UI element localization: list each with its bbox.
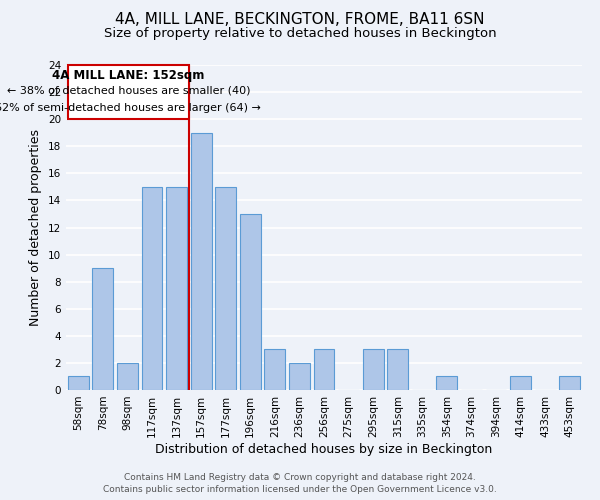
Bar: [265, 350, 286, 390]
Bar: [510, 376, 531, 390]
Bar: [436, 376, 457, 390]
Bar: [240, 214, 261, 390]
Bar: [215, 187, 236, 390]
Y-axis label: Number of detached properties: Number of detached properties: [29, 129, 43, 326]
Bar: [68, 376, 89, 390]
Text: 62% of semi-detached houses are larger (64) →: 62% of semi-detached houses are larger (…: [0, 104, 261, 114]
Bar: [387, 350, 408, 390]
Text: Contains HM Land Registry data © Crown copyright and database right 2024.: Contains HM Land Registry data © Crown c…: [124, 473, 476, 482]
Bar: [117, 363, 138, 390]
Bar: [314, 350, 334, 390]
Text: 4A, MILL LANE, BECKINGTON, FROME, BA11 6SN: 4A, MILL LANE, BECKINGTON, FROME, BA11 6…: [115, 12, 485, 28]
Bar: [289, 363, 310, 390]
Bar: [142, 187, 163, 390]
Bar: [559, 376, 580, 390]
Bar: [68, 65, 189, 119]
Bar: [92, 268, 113, 390]
Text: Size of property relative to detached houses in Beckington: Size of property relative to detached ho…: [104, 28, 496, 40]
Bar: [191, 132, 212, 390]
Text: Contains public sector information licensed under the Open Government Licence v3: Contains public sector information licen…: [103, 484, 497, 494]
Bar: [166, 187, 187, 390]
Bar: [362, 350, 383, 390]
Text: 4A MILL LANE: 152sqm: 4A MILL LANE: 152sqm: [52, 70, 205, 82]
Text: ← 38% of detached houses are smaller (40): ← 38% of detached houses are smaller (40…: [7, 86, 250, 96]
X-axis label: Distribution of detached houses by size in Beckington: Distribution of detached houses by size …: [155, 442, 493, 456]
